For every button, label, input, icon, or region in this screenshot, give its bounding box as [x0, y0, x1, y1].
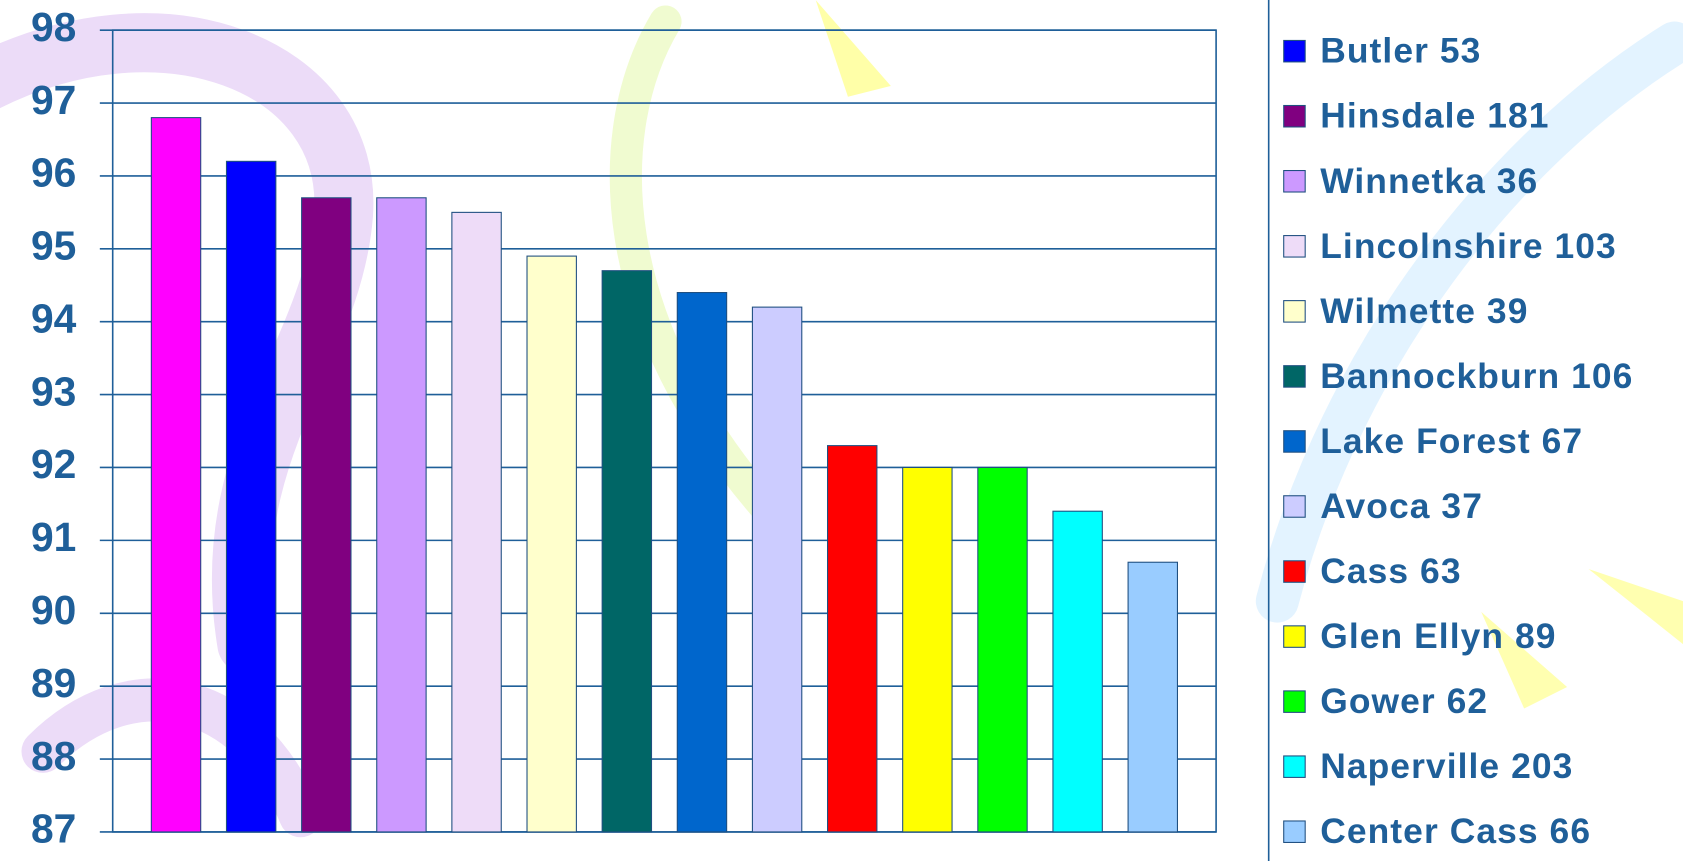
legend-swatch — [1283, 495, 1306, 518]
y-tick-label: 91 — [31, 514, 76, 560]
legend-swatch — [1283, 625, 1306, 648]
bar — [1127, 561, 1178, 833]
legend-swatch — [1283, 169, 1306, 193]
legend-swatch — [1283, 235, 1306, 258]
y-tick-label: 90 — [31, 587, 76, 633]
legend-label: Lincolnshire 103 — [1320, 226, 1617, 266]
bar — [526, 255, 577, 833]
bar — [601, 270, 653, 833]
legend-swatch — [1283, 755, 1306, 778]
y-tick-label: 95 — [31, 223, 76, 269]
bar — [150, 117, 202, 833]
legend-swatch — [1283, 690, 1306, 713]
y-tick-label: 89 — [31, 660, 76, 706]
bar — [902, 466, 953, 833]
legend-swatch — [1283, 39, 1306, 63]
bar — [1052, 510, 1103, 833]
y-tick-label: 87 — [31, 806, 76, 852]
legend-label: Winnetka 36 — [1320, 161, 1538, 201]
bar — [376, 197, 427, 833]
bar — [301, 197, 352, 833]
bar — [827, 445, 878, 833]
y-tick-label: 94 — [31, 295, 77, 341]
bar — [751, 306, 803, 833]
legend-label: Cass 63 — [1320, 551, 1461, 591]
legend-label: Wilmette 39 — [1320, 291, 1528, 331]
legend-swatch — [1283, 365, 1306, 388]
bar — [225, 160, 277, 833]
legend-swatch — [1283, 430, 1306, 453]
legend-label: Avoca 37 — [1320, 486, 1483, 526]
legend-box — [1267, 0, 1270, 861]
legend-swatch — [1283, 104, 1306, 128]
y-tick-label: 93 — [31, 368, 76, 414]
bar — [676, 292, 728, 833]
y-tick-label: 98 — [31, 4, 76, 50]
y-tick-label: 97 — [31, 77, 76, 123]
legend-label: Center Cass 66 — [1320, 811, 1591, 851]
legend-label: Naperville 203 — [1320, 746, 1573, 786]
legend-label: Hinsdale 181 — [1320, 96, 1549, 136]
bar — [451, 211, 502, 833]
y-tick-label: 92 — [31, 441, 76, 487]
legend-swatch — [1283, 300, 1306, 323]
legend-label: Gower 62 — [1320, 681, 1488, 721]
legend-label: Lake Forest 67 — [1320, 421, 1583, 461]
y-tick-label: 96 — [31, 150, 76, 196]
y-tick-label: 88 — [31, 733, 76, 779]
legend-swatch — [1283, 560, 1306, 583]
legend-label: Glen Ellyn 89 — [1320, 616, 1556, 656]
legend-label: Bannockburn 106 — [1320, 356, 1633, 396]
bar — [977, 466, 1028, 833]
legend-label: Butler 53 — [1320, 31, 1481, 71]
legend-swatch — [1283, 820, 1306, 843]
